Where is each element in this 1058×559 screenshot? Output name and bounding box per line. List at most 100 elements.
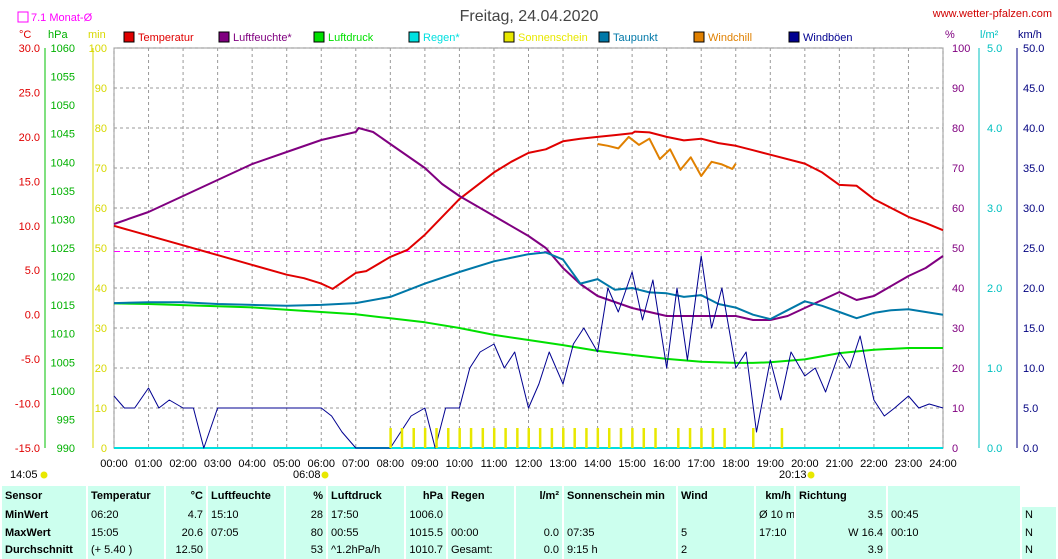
legend-label: Regen* <box>423 32 460 44</box>
x-tick-label: 21:00 <box>826 458 854 470</box>
stats-cell: 0.0 <box>516 541 562 559</box>
sunshine-bar <box>492 428 496 448</box>
x-tick-label: 04:00 <box>238 458 266 470</box>
pressure-tick-label: 1005 <box>51 357 75 369</box>
humidity-tick-label: 60 <box>952 203 964 215</box>
wind-tick-label: 0.0 <box>1023 443 1038 455</box>
humidity-tick-label: 10 <box>952 403 964 415</box>
stats-cell: W 16.4 <box>796 524 886 542</box>
wind-tick-label: 45.0 <box>1023 83 1044 95</box>
page-time: 14:05 <box>10 469 38 481</box>
wind-tick-label: 20.0 <box>1023 283 1044 295</box>
humidity-unit: % <box>945 29 955 41</box>
chart-axes: 00:00 01:00 02:00 03:00 04:00 05:00 06:00 07:00… <box>15 43 1045 470</box>
x-tick-label: 01:00 <box>135 458 163 470</box>
stats-header: Regen <box>448 486 514 507</box>
stats-cell <box>888 541 1020 559</box>
stats-header: °C <box>166 486 206 507</box>
wind-tick-label: 25.0 <box>1023 243 1044 255</box>
pressure-tick-label: 1035 <box>51 186 75 198</box>
sunshine-tick-label: 30 <box>95 323 107 335</box>
stats-cell: 2 <box>678 541 754 559</box>
stats-row-label: MinWert <box>2 506 86 525</box>
humidity-tick-label: 70 <box>952 163 964 175</box>
stats-row-label: MaxWert <box>2 524 86 542</box>
x-tick-label: 09:00 <box>411 458 439 470</box>
x-tick-label: 23:00 <box>895 458 923 470</box>
pressure-tick-label: 1055 <box>51 72 75 84</box>
sunshine-bar <box>752 428 755 448</box>
humidity-tick-label: 80 <box>952 123 964 135</box>
sunshine-tick-label: 100 <box>89 43 107 55</box>
wind-tick-label: 35.0 <box>1023 163 1044 175</box>
sunshine-bar <box>481 428 485 448</box>
chart-grid <box>113 47 944 449</box>
x-tick-label: 03:00 <box>204 458 232 470</box>
sunshine-bar <box>700 428 703 448</box>
stats-row-label: Durchschnitt <box>2 541 86 559</box>
temp-tick-label: 10.0 <box>19 221 40 233</box>
x-tick-label: 18:00 <box>722 458 750 470</box>
pressure-tick-label: 1000 <box>51 386 75 398</box>
wind-tick-label: 10.0 <box>1023 363 1044 375</box>
temp-tick-label: 15.0 <box>19 176 40 188</box>
x-tick-label: 10:00 <box>446 458 474 470</box>
stats-cell: 80 <box>286 524 326 542</box>
legend-label: Luftfeuchte* <box>233 32 292 44</box>
sunshine-bar <box>516 428 519 448</box>
sunshine-bar <box>423 428 427 448</box>
stats-cell: 20.6 <box>166 524 206 542</box>
stats-cell: 1015.5 <box>406 524 446 542</box>
pressure-tick-label: 1060 <box>51 43 75 55</box>
stats-row-avg: Durchschnitt (+ 5.40 ) 12.50 53 ^1.2hPa/… <box>2 541 1056 559</box>
legend-label: Luftdruck <box>328 32 374 44</box>
wind-unit: km/h <box>1018 29 1042 41</box>
legend-label: Taupunkt <box>613 32 658 44</box>
stats-cell: 1010.7 <box>406 541 446 559</box>
temp-tick-label: 20.0 <box>19 132 40 144</box>
chart-plot <box>113 127 944 449</box>
pressure-tick-label: 1025 <box>51 243 75 255</box>
stats-cell: N <box>1022 541 1056 559</box>
wind-tick-label: 5.0 <box>1023 403 1038 415</box>
humidity-tick-label: 90 <box>952 83 964 95</box>
sunshine-bar <box>723 428 726 448</box>
legend-label: Sonnenschein <box>518 32 588 44</box>
temp-tick-label: 25.0 <box>19 87 40 99</box>
stats-cell: ^1.2hPa/h <box>328 541 404 559</box>
pressure-unit: hPa <box>48 29 68 41</box>
wind-tick-label: 40.0 <box>1023 123 1044 135</box>
sunshine-bar <box>573 428 576 448</box>
sunshine-bar <box>607 428 611 448</box>
stats-cell: (+ 5.40 ) <box>88 541 164 559</box>
sunshine-tick-label: 20 <box>95 363 107 375</box>
x-tick-label: 13:00 <box>549 458 577 470</box>
stats-cell: Ø 10 min. <box>756 506 794 525</box>
stats-header: Richtung <box>796 486 886 507</box>
legend-swatch <box>123 31 135 43</box>
stats-cell: 17:50 <box>328 506 404 525</box>
stats-cell <box>756 541 794 559</box>
sunshine-bar <box>412 428 415 448</box>
sunshine-bar <box>677 428 680 448</box>
sunshine-tick-label: 40 <box>95 283 107 295</box>
legend-label: Windchill <box>708 32 752 44</box>
wind-tick-label: 15.0 <box>1023 323 1044 335</box>
stats-cell: N <box>1022 506 1056 525</box>
stats-cell: 28 <box>286 506 326 525</box>
stats-cell: 12.50 <box>166 541 206 559</box>
stats-header: % <box>286 486 326 507</box>
site-url[interactable]: www.wetter-pfalzen.com <box>932 8 1052 20</box>
humidity-tick-label: 0 <box>952 443 958 455</box>
x-tick-label: 14:00 <box>584 458 612 470</box>
stats-cell: Gesamt: <box>448 541 514 559</box>
chart-legend: Temperatur Luftfeuchte* Luftdruck Regen* Son… <box>123 31 853 44</box>
x-tick-label: 02:00 <box>169 458 197 470</box>
weather-chart: Freitag, 24.04.2020 www.wetter-pfalzen.c… <box>10 8 1052 481</box>
pressure-tick-label: 1030 <box>51 214 75 226</box>
stats-cell: 17:10 <box>756 524 794 542</box>
stats-cell: 07:35 <box>564 524 676 542</box>
sunshine-bar <box>527 428 530 448</box>
sunrise-icon <box>321 471 329 479</box>
sunrise-time: 06:08 <box>293 469 321 481</box>
